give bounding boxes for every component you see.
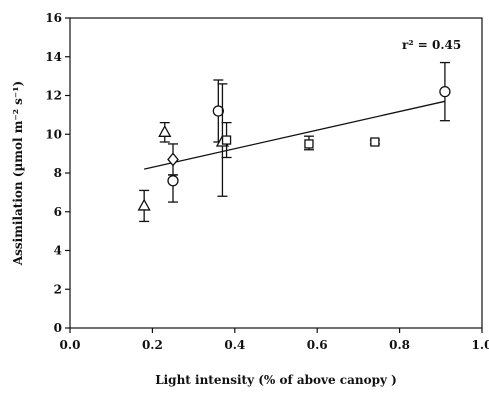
y-tick-label: 8 <box>54 166 62 180</box>
y-tick-label: 0 <box>54 321 62 335</box>
x-axis: 0.0 0.2 0.4 0.6 0.8 1.0 <box>60 328 489 352</box>
data-point-triangle <box>137 189 151 223</box>
y-tick-label: 14 <box>45 50 62 64</box>
y-axis: 0 2 4 6 8 10 12 14 16 <box>45 11 70 335</box>
r-squared-annotation: r² = 0.45 <box>402 38 461 52</box>
data-point-diamond <box>167 143 179 176</box>
x-tick-label: 1.0 <box>472 338 489 352</box>
circle-marker <box>439 85 451 98</box>
y-tick-label: 16 <box>45 11 62 25</box>
plot-frame <box>69 17 483 329</box>
x-tick-label: 0.8 <box>389 338 410 352</box>
y-tick-label: 10 <box>45 127 62 141</box>
y-tick-label: 6 <box>54 205 62 219</box>
x-tick-label: 0.4 <box>224 338 245 352</box>
y-tick-label: 12 <box>45 89 62 103</box>
circle-marker <box>167 175 179 187</box>
x-tick-label: 0.6 <box>307 338 328 352</box>
x-tick-label: 0.0 <box>60 338 81 352</box>
y-tick-label: 4 <box>54 244 62 258</box>
y-axis-title: Assimilation (µmol m⁻² s⁻¹) <box>11 81 25 266</box>
data-point-circle <box>439 61 451 122</box>
square-marker <box>221 135 232 145</box>
x-axis-title: Light intensity (% of above canopy ) <box>155 373 397 387</box>
y-tick-label: 2 <box>54 282 62 296</box>
data-points <box>137 61 451 223</box>
triangle-marker <box>137 198 151 211</box>
data-point-square <box>221 121 232 159</box>
data-point-square <box>369 137 380 147</box>
x-tick-label: 0.2 <box>142 338 163 352</box>
data-point-circle <box>167 174 179 203</box>
diamond-marker <box>167 152 179 167</box>
triangle-marker <box>158 124 172 137</box>
circle-marker <box>212 105 224 117</box>
square-marker <box>370 137 380 147</box>
data-point-triangle <box>158 121 172 143</box>
data-point-square <box>303 135 314 151</box>
regression-line <box>144 100 446 170</box>
square-marker <box>304 139 314 149</box>
